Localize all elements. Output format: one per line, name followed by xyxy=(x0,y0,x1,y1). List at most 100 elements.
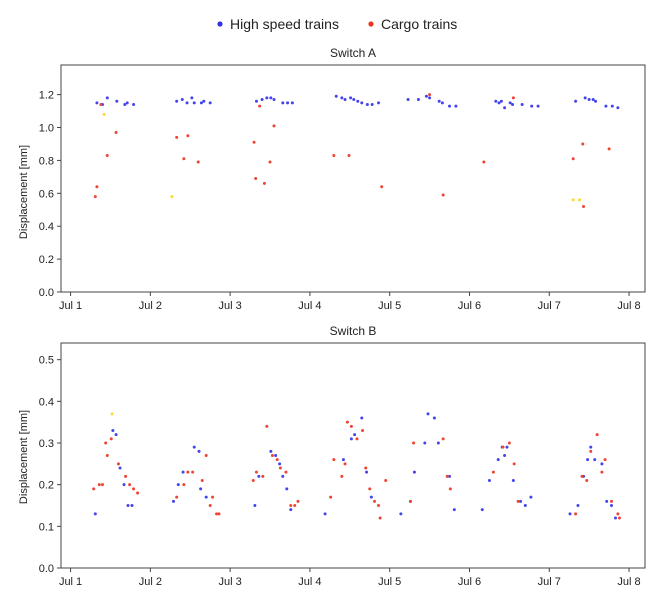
y-tick-label: 0.1 xyxy=(39,521,54,533)
plot-frame xyxy=(60,64,646,293)
data-point-series-0 xyxy=(285,487,289,491)
data-point-series-1 xyxy=(332,153,336,157)
data-point-series-0 xyxy=(568,512,572,516)
data-point-series-1 xyxy=(186,470,190,474)
legend-label-cargo: Cargo trains xyxy=(381,16,457,32)
data-point-series-0 xyxy=(576,504,580,507)
data-point-series-0 xyxy=(281,474,285,478)
y-tick-label: 0.4 xyxy=(39,221,54,233)
data-point-series-1 xyxy=(296,499,300,503)
data-point-series-0 xyxy=(432,416,436,420)
data-point-series-0 xyxy=(370,102,374,106)
data-point-series-0 xyxy=(424,94,428,98)
data-point-series-1 xyxy=(208,504,212,507)
data-point-series-1 xyxy=(571,157,575,161)
data-point-series-1 xyxy=(293,504,297,507)
data-point-series-0 xyxy=(448,474,452,478)
data-point-series-0 xyxy=(281,101,285,105)
data-point-series-0 xyxy=(593,458,597,462)
data-point-series-1 xyxy=(607,147,611,151)
data-point-series-1 xyxy=(482,160,486,164)
data-point-series-0 xyxy=(360,101,364,105)
data-point-series-0 xyxy=(278,462,282,466)
data-point-series-0 xyxy=(349,437,353,441)
data-point-series-0 xyxy=(613,516,617,520)
data-point-series-0 xyxy=(610,104,614,108)
data-point-series-0 xyxy=(503,454,507,457)
data-point-series-0 xyxy=(114,433,118,437)
data-point-series-0 xyxy=(480,508,484,512)
data-point-series-0 xyxy=(594,99,598,103)
data-point-series-1 xyxy=(254,177,258,180)
data-point-series-1 xyxy=(355,437,359,441)
data-point-series-0 xyxy=(192,445,196,449)
data-point-series-1 xyxy=(595,433,599,437)
data-point-series-1 xyxy=(93,195,97,199)
x-tick-label: Jul 3 xyxy=(219,300,242,312)
data-point-series-1 xyxy=(175,135,179,139)
data-point-series-1 xyxy=(361,429,365,432)
data-point-series-0 xyxy=(180,98,184,102)
data-point-series-0 xyxy=(356,99,360,103)
data-point-series-0 xyxy=(132,102,136,106)
data-point-series-0 xyxy=(600,462,604,466)
data-point-series-1 xyxy=(368,487,372,491)
x-tick-label: Jul 4 xyxy=(298,576,321,588)
data-point-series-1 xyxy=(340,474,344,478)
data-point-series-1 xyxy=(616,512,620,516)
x-tick-label: Jul 1 xyxy=(59,300,82,312)
data-point-series-1 xyxy=(284,470,288,474)
data-point-series-1 xyxy=(412,441,416,445)
data-point-series-0 xyxy=(130,504,134,507)
data-point-series-1 xyxy=(580,474,584,478)
data-point-series-0 xyxy=(265,96,269,100)
x-tick-label: Jul 5 xyxy=(378,576,401,588)
data-point-series-0 xyxy=(609,504,613,507)
data-point-series-1 xyxy=(448,487,452,491)
data-point-series-1 xyxy=(589,449,593,453)
x-axis-ticks: Jul 1 Jul 2 Jul 3 Jul 4 Jul 5 Jul 6 Jul 7 Jul 8 xyxy=(59,292,641,312)
data-point-series-1 xyxy=(104,441,108,445)
data-point-series-1 xyxy=(574,512,578,516)
data-point-series-1 xyxy=(585,479,589,482)
data-point-series-1 xyxy=(275,458,279,462)
data-point-series-1 xyxy=(512,462,516,466)
chart-switch-b: Switch B Displacement [mm] 0.00.10.20.30… xyxy=(18,324,646,588)
data-point-series-1 xyxy=(384,479,388,482)
data-point-series-1 xyxy=(196,160,200,164)
data-point-series-1 xyxy=(408,499,412,503)
data-point-series-0 xyxy=(365,102,369,106)
chart-title: Switch A xyxy=(330,46,376,60)
data-point-series-0 xyxy=(192,101,196,105)
data-point-series-1 xyxy=(609,499,613,503)
data-point-series-1 xyxy=(204,454,208,457)
data-point-series-0 xyxy=(536,104,540,108)
data-point-series-2 xyxy=(102,112,106,116)
data-point-series-1 xyxy=(186,134,190,138)
data-point-series-0 xyxy=(176,483,180,487)
data-point-series-1 xyxy=(441,193,445,197)
data-point-series-1 xyxy=(262,181,266,185)
data-point-series-1 xyxy=(252,140,256,144)
data-point-series-0 xyxy=(105,96,109,100)
data-point-series-1 xyxy=(116,462,120,466)
y-tick-label: 0.4 xyxy=(39,396,54,408)
data-point-series-0 xyxy=(171,499,175,503)
data-point-series-1 xyxy=(428,93,432,97)
data-point-series-0 xyxy=(274,454,278,457)
data-point-series-0 xyxy=(360,416,364,420)
data-point-series-1 xyxy=(105,153,109,157)
data-point-series-1 xyxy=(258,104,262,108)
data-point-series-1 xyxy=(109,437,113,441)
data-point-series-0 xyxy=(499,99,503,103)
x-tick-label: Jul 4 xyxy=(298,300,321,312)
data-point-series-1 xyxy=(95,185,99,189)
data-point-series-0 xyxy=(269,449,273,453)
data-point-series-1 xyxy=(191,470,195,474)
data-point-series-0 xyxy=(423,441,427,445)
data-point-series-0 xyxy=(204,495,208,499)
y-tick-label: 0.8 xyxy=(39,155,54,167)
data-point-series-1 xyxy=(441,437,445,441)
y-tick-label: 0.2 xyxy=(39,480,54,492)
data-point-series-0 xyxy=(508,101,512,105)
